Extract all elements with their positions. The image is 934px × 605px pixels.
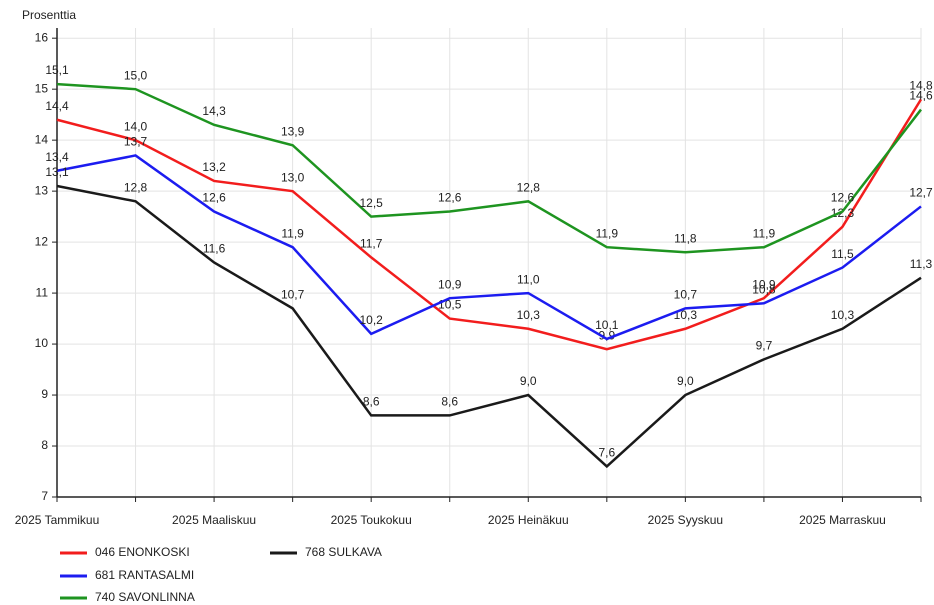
data-label: 10,3 xyxy=(831,308,855,322)
x-tick-label: 2025 Toukokuu xyxy=(331,513,412,527)
data-label: 14,8 xyxy=(909,79,933,93)
data-label: 10,3 xyxy=(674,308,698,322)
x-tick-label: 2025 Tammikuu xyxy=(15,513,100,527)
data-label: 15,1 xyxy=(45,63,69,77)
data-label: 10,1 xyxy=(595,318,619,332)
legend-label: 046 ENONKOSKI xyxy=(95,545,190,559)
data-label: 10,7 xyxy=(674,288,698,302)
data-label: 12,5 xyxy=(360,196,384,210)
data-label: 9,0 xyxy=(677,374,694,388)
x-tick-label: 2025 Heinäkuu xyxy=(488,513,569,527)
data-label: 7,6 xyxy=(598,446,615,460)
data-label: 8,6 xyxy=(441,395,458,409)
data-label: 13,1 xyxy=(45,165,69,179)
data-label: 13,0 xyxy=(281,170,305,184)
data-label: 9,7 xyxy=(756,339,773,353)
data-label: 11,3 xyxy=(910,257,933,271)
data-label: 9,0 xyxy=(520,374,537,388)
y-tick-label: 8 xyxy=(41,438,48,452)
data-label: 13,4 xyxy=(45,150,69,164)
data-label: 14,0 xyxy=(124,119,148,133)
data-label: 12,6 xyxy=(202,191,226,205)
data-label: 9,9 xyxy=(598,328,615,342)
legend-label: 768 SULKAVA xyxy=(305,545,382,559)
data-label: 14,6 xyxy=(909,89,933,103)
legend-label: 681 RANTASALMI xyxy=(95,568,194,582)
y-axis-label: Prosenttia xyxy=(22,8,76,22)
data-label: 13,7 xyxy=(124,135,148,149)
y-tick-label: 15 xyxy=(35,81,49,95)
data-label: 12,3 xyxy=(831,206,855,220)
data-label: 12,7 xyxy=(909,186,933,200)
y-tick-label: 10 xyxy=(35,336,49,350)
data-label: 8,6 xyxy=(363,395,380,409)
data-label: 11,9 xyxy=(596,226,619,240)
data-label: 13,9 xyxy=(281,124,305,138)
data-label: 10,8 xyxy=(752,282,776,296)
data-label: 10,7 xyxy=(281,288,305,302)
series-line xyxy=(56,184,922,469)
data-label: 12,6 xyxy=(438,191,462,205)
data-label: 15,0 xyxy=(124,68,148,82)
data-label: 11,5 xyxy=(831,247,854,261)
series-line xyxy=(56,154,922,341)
x-tick-label: 2025 Maaliskuu xyxy=(172,513,256,527)
data-label: 12,8 xyxy=(517,180,541,194)
data-label: 13,2 xyxy=(202,160,226,174)
series-line xyxy=(56,82,922,254)
y-tick-label: 11 xyxy=(36,285,49,299)
data-label: 11,9 xyxy=(281,226,304,240)
y-tick-label: 12 xyxy=(35,234,49,248)
data-label: 11,8 xyxy=(674,231,697,245)
y-tick-label: 16 xyxy=(35,30,49,44)
y-tick-label: 9 xyxy=(41,387,48,401)
data-label: 10,2 xyxy=(360,313,384,327)
data-label: 12,6 xyxy=(831,191,855,205)
x-tick-label: 2025 Syyskuu xyxy=(648,513,723,527)
data-label: 12,8 xyxy=(124,180,148,194)
legend-label: 740 SAVONLINNA xyxy=(95,590,195,604)
data-label: 11,6 xyxy=(203,242,226,256)
data-label: 14,3 xyxy=(202,104,226,118)
data-label: 14,4 xyxy=(45,99,69,113)
data-label: 10,5 xyxy=(438,298,462,312)
data-label: 11,0 xyxy=(517,272,540,286)
data-label: 10,9 xyxy=(438,277,462,291)
y-tick-label: 7 xyxy=(41,489,48,503)
data-label: 10,9 xyxy=(752,277,776,291)
y-tick-label: 13 xyxy=(35,183,49,197)
y-tick-label: 14 xyxy=(35,132,49,146)
data-label: 11,9 xyxy=(753,226,776,240)
x-tick-label: 2025 Marraskuu xyxy=(799,513,886,527)
data-label: 10,3 xyxy=(517,308,541,322)
series-line xyxy=(56,98,923,351)
data-label: 11,7 xyxy=(360,237,383,251)
